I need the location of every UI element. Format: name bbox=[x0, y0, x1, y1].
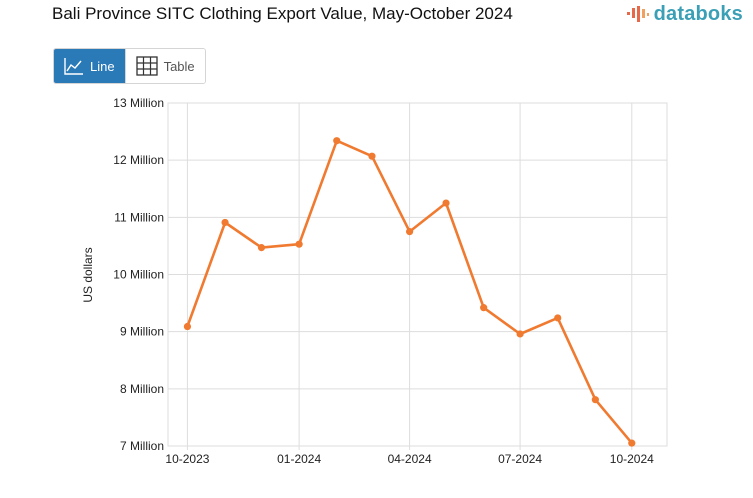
chart-gridlines bbox=[167, 102, 668, 450]
x-tick-label: 10-2023 bbox=[165, 452, 209, 466]
data-point[interactable] bbox=[368, 152, 376, 160]
x-axis-labels: 10-2023 01-2024 04-2024 07-2024 10-2024 bbox=[165, 452, 654, 466]
line-chart-icon bbox=[64, 58, 83, 75]
y-tick-label: 10 Million bbox=[113, 268, 164, 282]
y-tick-label: 8 Million bbox=[120, 382, 164, 396]
data-point[interactable] bbox=[257, 244, 266, 252]
x-tick-label: 04-2024 bbox=[388, 452, 432, 466]
table-view-button[interactable]: Table bbox=[124, 49, 205, 83]
databoks-logo[interactable]: databoks bbox=[626, 3, 743, 26]
line-view-button[interactable]: Line bbox=[54, 49, 125, 83]
data-point[interactable] bbox=[442, 199, 450, 207]
data-point[interactable] bbox=[406, 228, 414, 236]
y-tick-label: 7 Million bbox=[120, 439, 164, 453]
x-tick-label: 01-2024 bbox=[277, 452, 321, 466]
x-tick-label: 07-2024 bbox=[498, 452, 542, 466]
data-point[interactable] bbox=[554, 314, 562, 322]
data-point[interactable] bbox=[628, 439, 636, 447]
data-point[interactable] bbox=[516, 330, 524, 338]
data-point[interactable] bbox=[295, 240, 303, 248]
data-point[interactable] bbox=[221, 218, 229, 227]
table-grid-icon bbox=[135, 56, 158, 76]
y-tick-label: 12 Million bbox=[113, 153, 164, 167]
y-axis-title: US dollars bbox=[81, 247, 95, 302]
y-axis-labels: 7 Million 8 Million 9 Million 10 Million 11 … bbox=[113, 96, 164, 453]
chart-title: Bali Province SITC Clothing Export Value… bbox=[52, 4, 513, 23]
y-tick-label: 13 Million bbox=[113, 96, 164, 110]
logo-text: databoks bbox=[653, 3, 743, 25]
y-tick-label: 11 Million bbox=[114, 210, 164, 224]
data-point[interactable] bbox=[333, 137, 341, 145]
table-view-label: Table bbox=[163, 58, 195, 74]
data-point[interactable] bbox=[183, 322, 192, 331]
databoks-logo-icon bbox=[626, 5, 649, 22]
y-tick-label: 9 Million bbox=[120, 325, 164, 339]
line-view-label: Line bbox=[90, 58, 115, 74]
data-point[interactable] bbox=[591, 396, 599, 404]
data-point[interactable] bbox=[480, 304, 488, 312]
series-layer bbox=[183, 137, 636, 447]
view-toggle: Line Table bbox=[53, 48, 206, 84]
x-tick-label: 10-2024 bbox=[610, 452, 654, 466]
